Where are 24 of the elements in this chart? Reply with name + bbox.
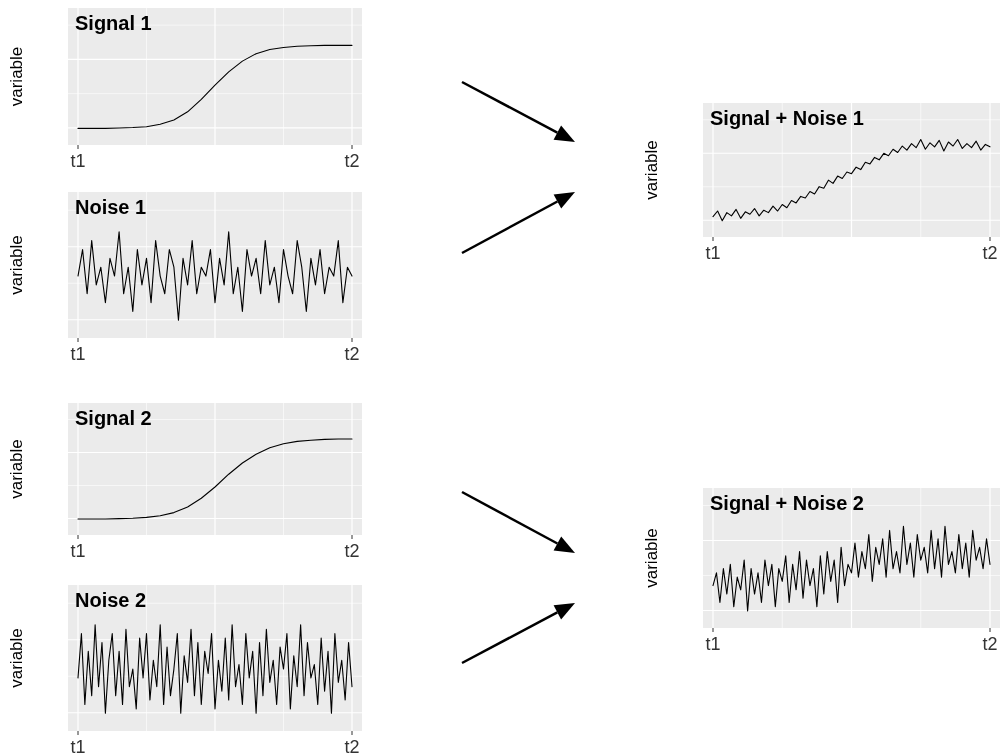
chart-title: Signal + Noise 2 — [710, 492, 864, 514]
y-axis-title: variable — [7, 628, 26, 688]
chart-title: Noise 2 — [75, 589, 147, 611]
x-tick-label: t2 — [344, 344, 360, 364]
y-axis-title: variable — [7, 439, 26, 499]
x-tick-label: t1 — [70, 344, 86, 364]
x-tick-label: t1 — [70, 541, 86, 561]
x-tick-label: t1 — [705, 634, 721, 654]
x-tick-label: t2 — [344, 151, 360, 171]
chart-title: Signal 1 — [75, 12, 152, 34]
chart-title: Signal 2 — [75, 407, 152, 429]
x-tick-label: t1 — [70, 151, 86, 171]
x-tick-label: t2 — [982, 634, 998, 654]
x-tick-label: t1 — [70, 737, 86, 755]
y-axis-title: variable — [7, 46, 26, 107]
x-tick-label: t1 — [705, 243, 721, 263]
y-axis-title: variable — [642, 528, 661, 588]
y-axis-title: variable — [7, 235, 26, 295]
x-tick-label: t2 — [982, 243, 998, 263]
y-axis-title: variable — [642, 140, 661, 200]
chart-title: Noise 1 — [75, 196, 147, 218]
x-tick-label: t2 — [344, 541, 360, 561]
chart-title: Signal + Noise 1 — [710, 107, 864, 129]
x-tick-label: t2 — [344, 737, 360, 755]
